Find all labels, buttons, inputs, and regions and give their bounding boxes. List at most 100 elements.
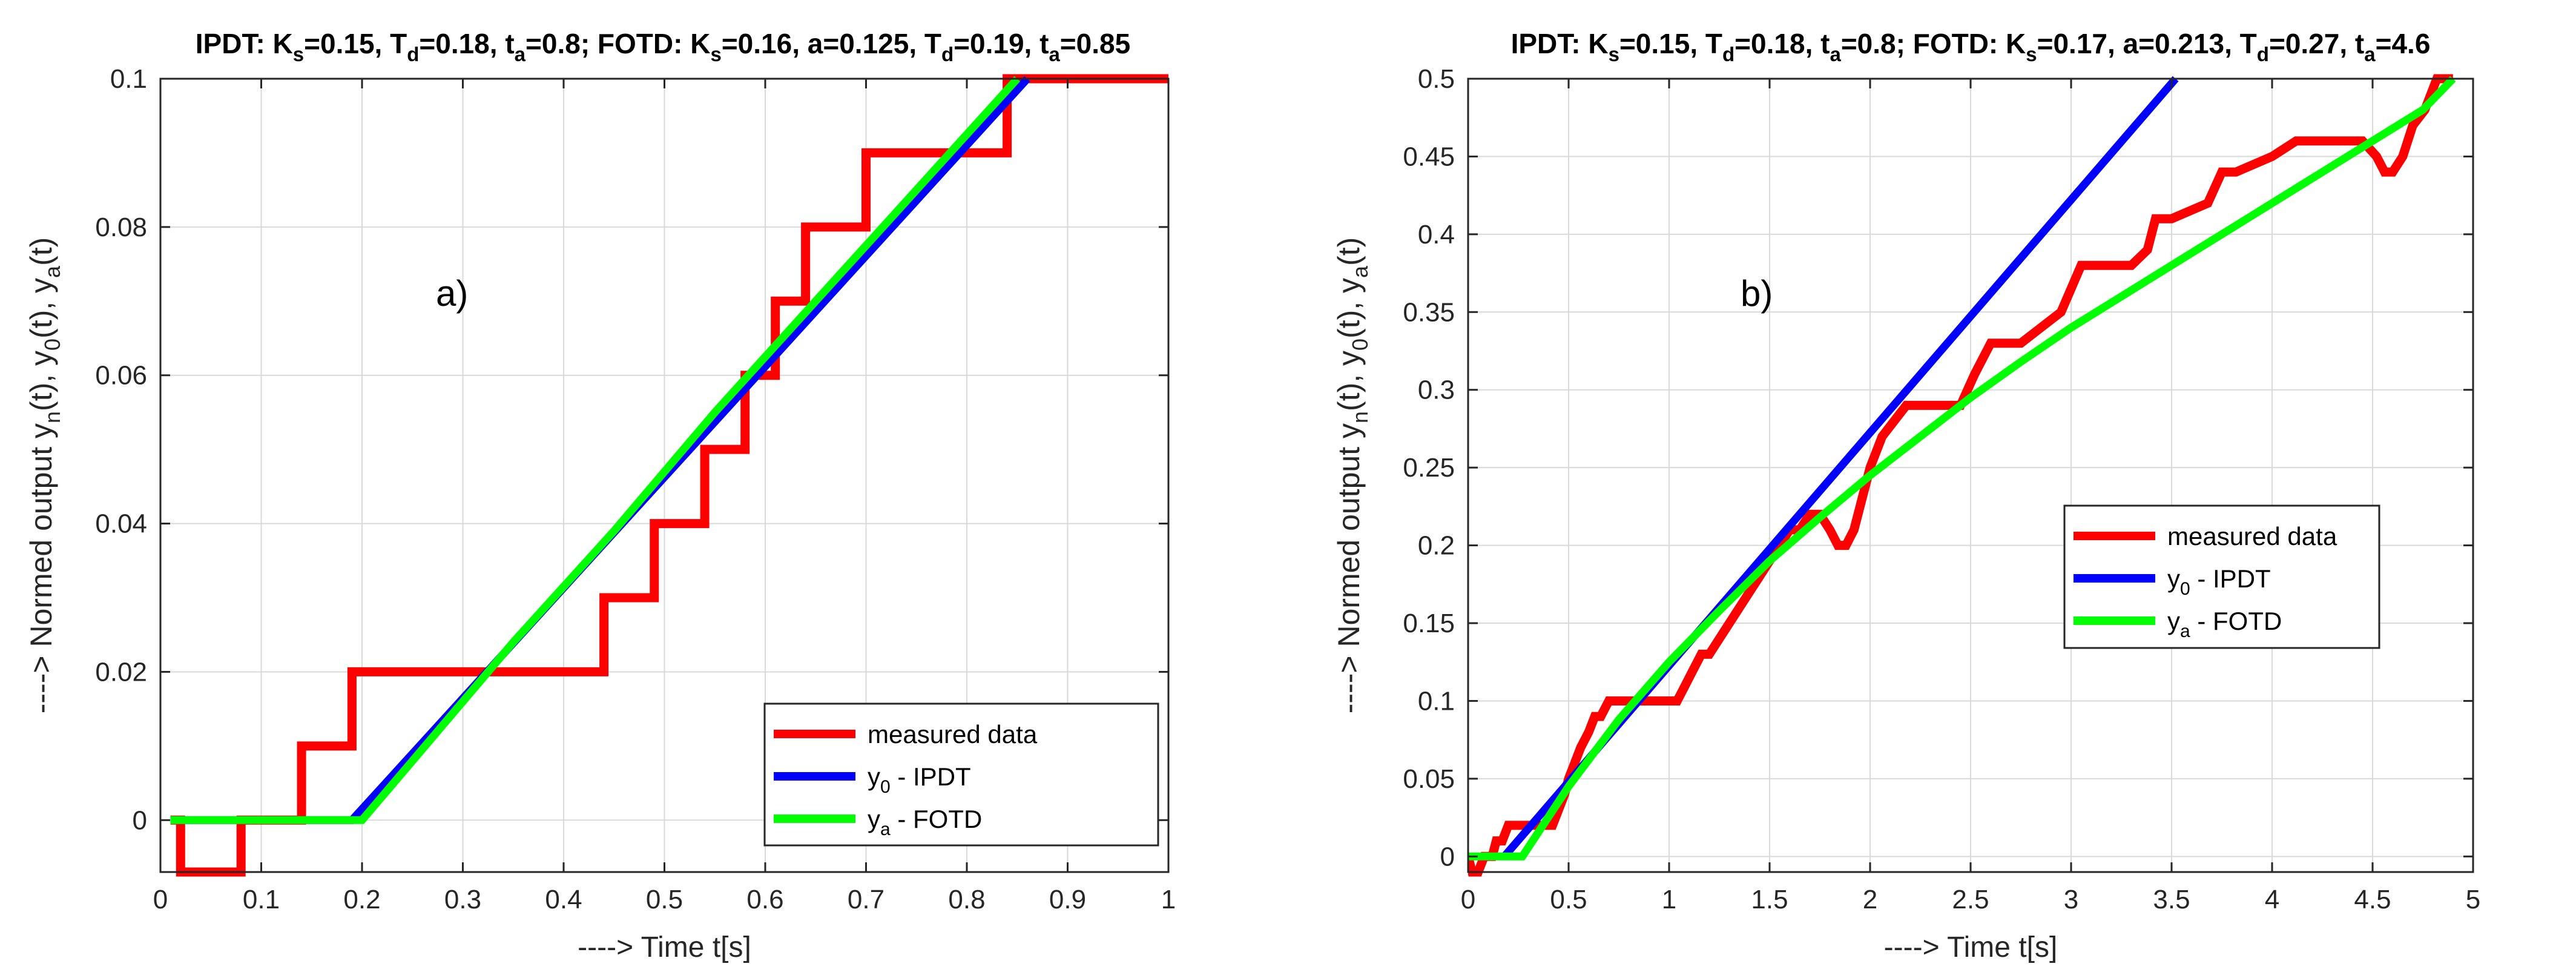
x-tick-label: 0.4	[545, 885, 582, 914]
chart-title-part: s	[1609, 43, 1619, 65]
x-tick-label: 0.5	[1550, 885, 1587, 914]
chart-title-part: =4.6	[2376, 28, 2431, 59]
x-tick-label: 0.6	[746, 885, 783, 914]
chart-title-part: =0.16, a=0.125, T	[722, 28, 941, 59]
chart-title-part: a	[515, 43, 526, 65]
x-tick-label: 3.5	[2153, 885, 2190, 914]
y-tick-label: 0.2	[1418, 531, 1455, 561]
chart-title-part: IPDT: K	[196, 28, 293, 59]
y-axis-label-part: 0	[40, 339, 65, 351]
chart-panel-b: 0 0.5 1 1.5 2 2.5 3 3.5 4 4.5 5 0 0.05 0.1 0.15 0.2 0.25…	[1332, 28, 2480, 963]
legend-entry-part: a	[880, 819, 891, 839]
x-tick-label: 0	[153, 885, 168, 914]
y-tick-label: 0.08	[95, 213, 147, 242]
y-axis-label-part: 0	[1348, 339, 1372, 351]
chart-title: IPDT: Ks=0.15, Td=0.18, ta=0.8; FOTD: Ks…	[1511, 28, 2431, 65]
chart-title-part: s	[293, 43, 304, 65]
y-tick-label: 0	[1440, 842, 1455, 871]
series-line-fotd	[170, 76, 1021, 824]
chart-title-part: d	[407, 43, 419, 65]
chart-title-part: =0.27, t	[2269, 28, 2364, 59]
x-tick-label: 1	[1662, 885, 1676, 914]
chart-title-part: s	[2026, 43, 2037, 65]
y-axis-label-part: (t), y	[24, 351, 58, 411]
y-axis-label-part: (t), y	[24, 278, 58, 339]
y-axis-label-part: a	[1348, 265, 1372, 278]
legend-entry: ya - FOTD	[868, 805, 982, 839]
y-tick-label: 0.4	[1418, 220, 1455, 249]
legend-entry-part: y	[2167, 564, 2180, 593]
y-tick-label: 0.3	[1418, 375, 1455, 405]
chart-title-part: =0.19, t	[954, 28, 1049, 59]
chart-title-part: d	[2257, 43, 2269, 65]
y-tick-label: 0.45	[1403, 142, 1455, 171]
x-tick-label: 0.2	[343, 885, 380, 914]
legend-entry-part: y	[868, 805, 880, 833]
y-tick-label: 0.1	[110, 64, 147, 94]
legend-entry-part: - FOTD	[891, 805, 983, 833]
x-tick-label: 4.5	[2354, 885, 2391, 914]
chart-title-part: a	[1049, 43, 1060, 65]
chart-title-part: s	[710, 43, 721, 65]
x-tick-label: 2.5	[1952, 885, 1989, 914]
y-tick-label: 0.04	[95, 509, 147, 539]
x-tick-label: 3	[2064, 885, 2078, 914]
chart-panel-a: 0 0.1 0.2 0.3 0.4 0.5 0.6 0.7 0.8 0.9 1 0 0.02 0.04 0.…	[24, 28, 1176, 963]
y-axis-label-part: a	[40, 265, 65, 278]
legend-entry-part: - FOTD	[2190, 607, 2282, 635]
legend-entry-part: - IPDT	[2190, 564, 2271, 593]
x-tick-label: 0.8	[948, 885, 985, 914]
chart-title-part: a	[2364, 43, 2376, 65]
y-tick-label: 0.05	[1403, 764, 1455, 794]
legend-entry-part: y	[2167, 607, 2180, 635]
panel-label: b)	[1741, 273, 1773, 314]
x-tick-label: 4	[2265, 885, 2279, 914]
legend-entry-part: measured data	[868, 720, 1038, 748]
panel-label: a)	[436, 273, 468, 314]
legend-entry: measured data	[2167, 522, 2337, 550]
chart-title-part: =0.85	[1060, 28, 1130, 59]
legend-entry-part: 0	[880, 777, 891, 797]
legend-entry-part: a	[2180, 621, 2190, 641]
series-line-fotd	[1468, 76, 2456, 861]
y-tick-label: 0.02	[95, 657, 147, 687]
legend-entry-part: 0	[2180, 579, 2190, 599]
y-tick-label: 0.25	[1403, 453, 1455, 483]
legend-entry-part: y	[868, 762, 880, 791]
x-tick-label: 0.5	[646, 885, 683, 914]
chart-title-part: =0.15, T	[304, 28, 407, 59]
x-tick-label: 0.1	[243, 885, 280, 914]
x-tick-label: 0.9	[1049, 885, 1086, 914]
y-axis-label-part: ----> Normed output y	[24, 423, 58, 713]
legend-entry: y0 - IPDT	[2167, 564, 2271, 599]
y-axis-label-part: (t), y	[1332, 278, 1366, 339]
x-tick-label: 0.3	[444, 885, 481, 914]
chart-title-part: =0.15, T	[1619, 28, 1722, 59]
chart-title-part: =0.17, a=0.213, T	[2037, 28, 2257, 59]
legend-entry: y0 - IPDT	[868, 762, 971, 797]
y-axis-label-part: (t)	[24, 237, 58, 266]
legend-entry: measured data	[868, 720, 1038, 748]
chart-title-part: =0.18, t	[419, 28, 514, 59]
y-tick-label: 0.35	[1403, 297, 1455, 327]
chart-title-part: a	[1830, 43, 1841, 65]
y-tick-label: 0.5	[1418, 64, 1455, 94]
legend-entry-part: - IPDT	[891, 762, 971, 791]
y-axis-label-part: n	[40, 411, 65, 423]
y-axis-label-part: ----> Normed output y	[1332, 423, 1366, 713]
x-tick-label: 1.5	[1751, 885, 1788, 914]
x-axis-label: ----> Time t[s]	[1884, 931, 2058, 963]
chart-title: IPDT: Ks=0.15, Td=0.18, ta=0.8; FOTD: Ks…	[196, 28, 1130, 65]
x-axis-label: ----> Time t[s]	[578, 931, 751, 963]
x-tick-label: 2	[1863, 885, 1877, 914]
chart-title-part: d	[1722, 43, 1734, 65]
y-tick-label: 0.15	[1403, 609, 1455, 638]
chart-title-part: d	[941, 43, 954, 65]
legend-entry-part: measured data	[2167, 522, 2337, 550]
chart-title-part: =0.8; FOTD: K	[1841, 28, 2026, 59]
x-tick-label: 1	[1161, 885, 1176, 914]
y-tick-label: 0.1	[1418, 686, 1455, 716]
